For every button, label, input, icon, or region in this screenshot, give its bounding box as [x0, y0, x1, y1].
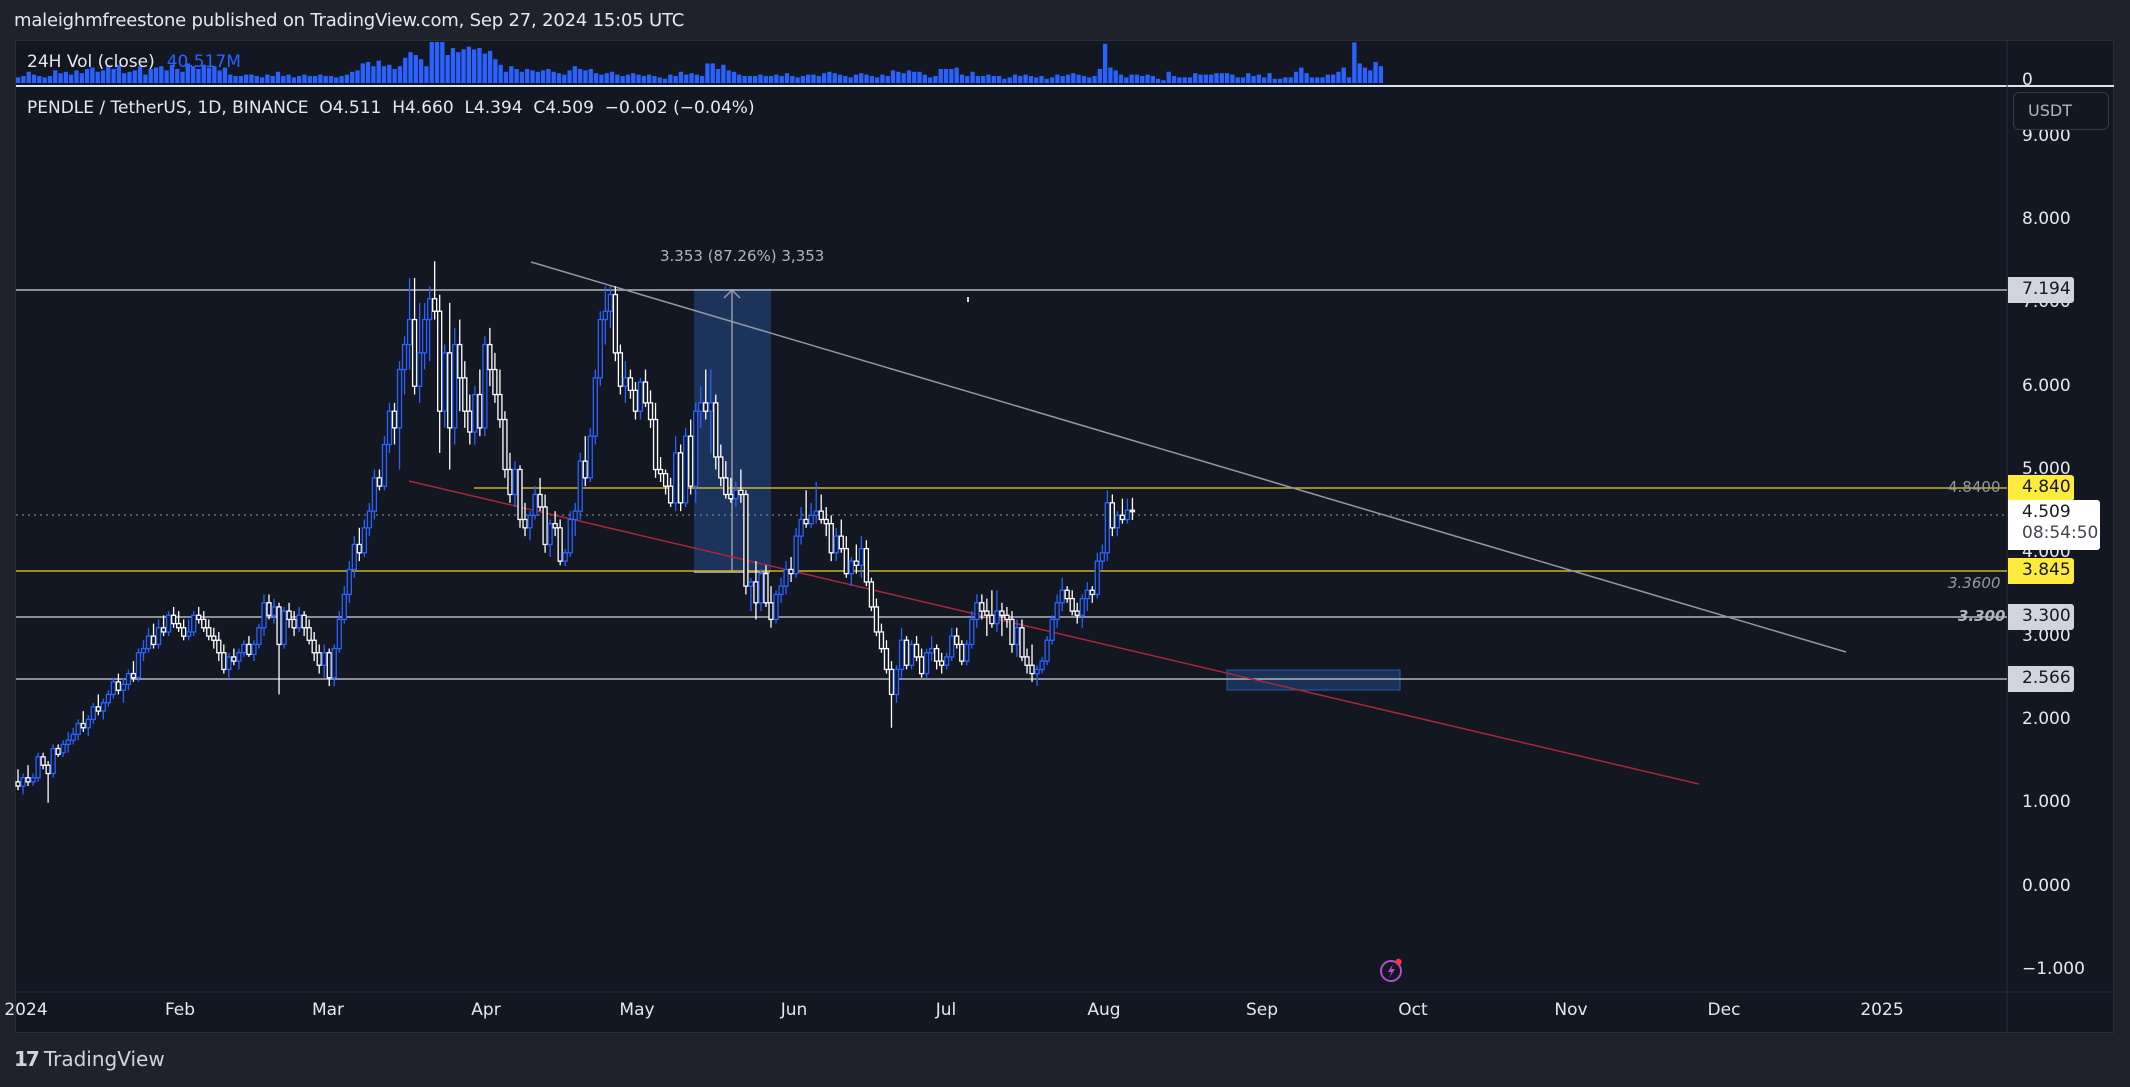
publisher-caption: maleighmfreestone published on TradingVi… [14, 10, 685, 31]
x-tick-mar: Mar [311, 1000, 345, 1020]
descending-resistance-trendline[interactable] [530, 261, 1847, 653]
x-tick-dec: Dec [1707, 1000, 1741, 1020]
x-tick-2024: 2024 [4, 1000, 48, 1020]
x-tick-aug: Aug [1087, 1000, 1121, 1020]
legend-change: −0.002 (−0.04%) [604, 98, 755, 118]
y-tick-3: 3.000 [2022, 626, 2071, 646]
x-tick-may: May [619, 1000, 655, 1020]
y-tick-5: 5.000 [2022, 459, 2071, 479]
price-tag-3300: 3.300 [2008, 604, 2074, 630]
demand-zone-box[interactable] [1226, 669, 1401, 691]
y-tick-9: 9.000 [2022, 126, 2071, 146]
volume-bars [16, 42, 1383, 83]
y-tick-6: 6.000 [2022, 376, 2071, 396]
lightning-news-icon[interactable] [1378, 956, 1406, 984]
price-tag-2566: 2.566 [2008, 666, 2074, 692]
legend-close: C4.509 [533, 98, 594, 118]
legend-high: H4.660 [392, 98, 454, 118]
x-tick-oct: Oct [1398, 1000, 1428, 1020]
x-tick-feb: Feb [164, 1000, 196, 1020]
tradingview-logo[interactable]: 17 TradingView [14, 1047, 165, 1071]
volume-indicator-label[interactable]: 24H Vol (close) 40.517M [27, 52, 241, 72]
price-tag-4840: 4.840 [2008, 475, 2074, 501]
x-tick-sep: Sep [1245, 1000, 1279, 1020]
legend-low: L4.394 [464, 98, 523, 118]
legend-open: O4.511 [319, 98, 382, 118]
measure-label: 3.353 (87.26%) 3,353 [660, 247, 825, 265]
x-tick-nov: Nov [1554, 1000, 1588, 1020]
price-tag-7194: 7.194 [2008, 277, 2074, 303]
x-tick-2025: 2025 [1860, 1000, 1904, 1020]
y-tick-8: 8.000 [2022, 209, 2071, 229]
line-label-4840: 4.8400 [1948, 478, 2001, 496]
x-tick-apr: Apr [471, 1000, 501, 1020]
line-label-3300: 3.300 [1958, 607, 2006, 625]
volume-axis-zero: 0 [2022, 70, 2033, 90]
line-label-3360: 3.3600 [1948, 574, 2001, 592]
y-tick-0: 0.000 [2022, 876, 2071, 896]
last-price-tag: 4.509 08:54:50 [2008, 500, 2100, 550]
volume-indicator-value: 40.517M [166, 52, 241, 72]
volume-indicator-title: 24H Vol (close) [27, 52, 155, 72]
x-tick-jul: Jul [935, 1000, 957, 1020]
tradingview-brand: TradingView [43, 1047, 165, 1071]
tradingview-mark-icon: 17 [14, 1047, 40, 1071]
bar-countdown: 08:54:50 [2022, 523, 2099, 543]
x-tick-jun: Jun [780, 1000, 808, 1020]
symbol-legend[interactable]: PENDLE / TetherUS, 1D, BINANCE O4.511 H4… [27, 98, 755, 118]
last-price-value: 4.509 [2022, 502, 2071, 522]
y-tick-2: 2.000 [2022, 709, 2071, 729]
price-tag-3845: 3.845 [2008, 558, 2074, 584]
currency-unit-button[interactable]: USDT [2013, 92, 2109, 130]
candlestick-series [15, 261, 1136, 803]
y-tick-1: 1.000 [2022, 792, 2071, 812]
y-tick-minus-1: −1.000 [2022, 959, 2085, 979]
legend-symbol: PENDLE / TetherUS, 1D, BINANCE [27, 98, 309, 118]
